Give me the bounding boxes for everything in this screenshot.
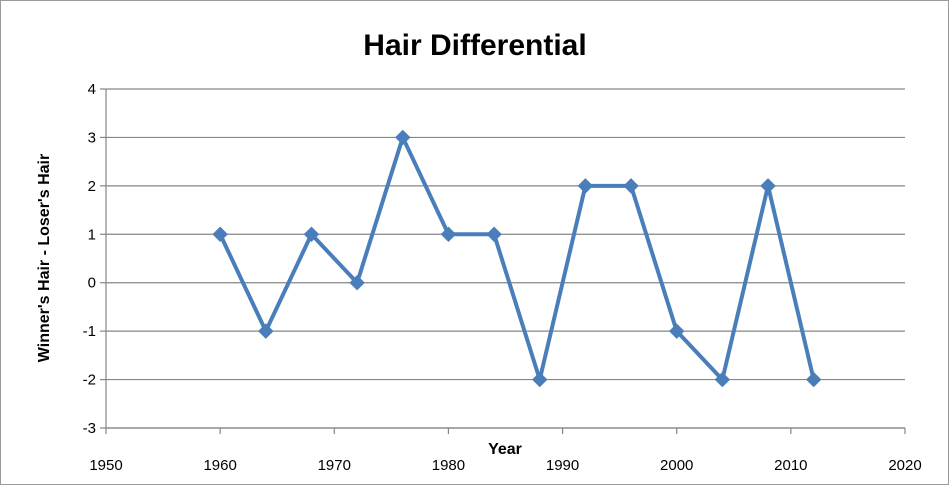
x-tick-label: 1990: [546, 457, 579, 474]
y-tick-label: 0: [88, 275, 96, 292]
x-tick-label: 1980: [432, 457, 465, 474]
data-point-marker: [532, 371, 548, 388]
y-axis-title: Winner's Hair - Loser's Hair: [36, 154, 53, 362]
data-point-marker: [669, 323, 685, 339]
y-tick-label: -1: [83, 323, 96, 340]
y-tick-labels: -3 -2 -1 0 1 2 3 4: [83, 81, 96, 437]
series-line: [218, 135, 816, 382]
data-point-marker: [349, 275, 365, 291]
series-group: [212, 129, 822, 388]
data-point-marker: [486, 226, 502, 242]
x-tick-label: 2010: [774, 457, 807, 474]
data-point-marker: [760, 178, 776, 194]
y-tick-label: -3: [83, 420, 96, 437]
x-tick-label: 1950: [89, 457, 122, 474]
data-point-marker: [623, 178, 639, 194]
y-tick-label: 1: [88, 226, 96, 243]
chart-title: Hair Differential: [363, 29, 586, 62]
x-axis-title: Year: [488, 441, 522, 458]
data-point-marker: [577, 178, 594, 194]
x-tick-label: 1960: [203, 457, 236, 474]
data-point-marker: [395, 129, 411, 146]
data-point-marker: [714, 371, 731, 388]
x-tick-labels: 1950 1960 1970 1980 1990 2000 2010 2020: [89, 457, 921, 474]
axes: [100, 88, 906, 434]
x-tick-label: 2000: [660, 457, 693, 474]
y-tick-label: 2: [88, 178, 96, 195]
gridlines: [106, 88, 905, 429]
data-point-marker: [303, 226, 320, 242]
x-tick-label: 1970: [318, 457, 351, 474]
y-tick-label: 3: [88, 129, 96, 146]
x-tick-label: 2020: [888, 457, 921, 474]
data-point-marker: [440, 226, 457, 242]
data-point-marker: [805, 371, 822, 388]
y-tick-label: -2: [83, 372, 96, 389]
data-point-marker: [212, 226, 228, 242]
y-tick-label: 4: [88, 81, 96, 98]
data-point-marker: [258, 323, 274, 339]
